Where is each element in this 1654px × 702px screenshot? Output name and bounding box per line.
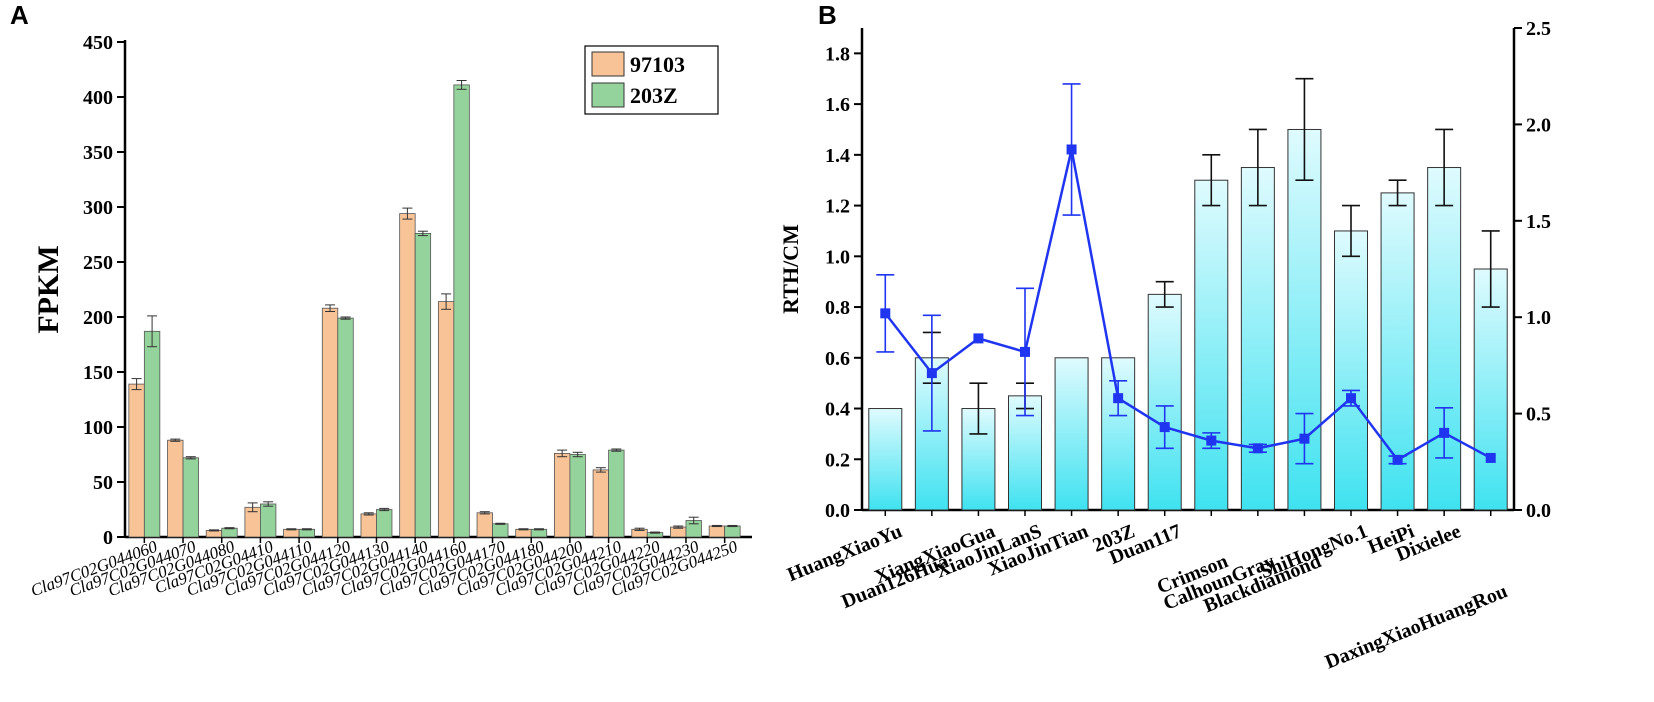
legend-label-97103: 97103: [630, 52, 685, 77]
y-tick-label-left-b: 1.4: [825, 145, 850, 167]
bar-97103: [476, 512, 493, 538]
bar-203Z: [724, 525, 741, 538]
line-marker-b: [1439, 427, 1450, 438]
category-label-b: DaxingXiaoHuangRou: [1322, 580, 1511, 673]
y-tick-label-left-b: 1.2: [825, 196, 850, 218]
y-tick-label-left-b: 0.8: [825, 297, 850, 319]
bar-203Z: [453, 84, 470, 538]
bar-97103: [515, 528, 532, 538]
y-tick-label-left-b: 0.6: [825, 348, 850, 370]
line-marker-b: [1113, 393, 1124, 404]
line-marker-b: [1485, 452, 1496, 463]
y-tick-label-right-b: 2.5: [1526, 18, 1551, 40]
bar-203Z: [492, 523, 509, 538]
y-tick-label-left-b: 0.2: [825, 449, 850, 471]
y-tick-label-a: 450: [83, 32, 113, 54]
y-tick-label-left-b: 1.0: [825, 246, 850, 268]
bar-rth-cm: [868, 408, 903, 511]
line-marker-b: [1159, 422, 1170, 433]
line-marker-b: [926, 368, 937, 379]
y-axis-title-b: RTH/CM: [778, 224, 803, 314]
y-tick-label-left-b: 1.6: [825, 94, 850, 116]
line-marker-b: [1020, 346, 1030, 357]
legend-a: 97103 203Z: [584, 45, 719, 115]
bar-97103: [283, 528, 300, 538]
chart-a: 050100150200250300350400450FPKMCla97C02G…: [28, 32, 752, 600]
bar-203Z: [530, 528, 548, 538]
bar-97103: [708, 525, 726, 538]
line-series-b: [884, 149, 1492, 462]
panel-b-label: B: [818, 0, 837, 30]
y-axis-title-a: FPKM: [32, 245, 65, 333]
bar-203Z: [569, 454, 586, 538]
bar-rth-cm: [1334, 230, 1368, 511]
panel-a-label: A: [10, 0, 29, 30]
bar-97103: [128, 383, 145, 538]
bar-203Z: [414, 232, 432, 538]
y-tick-label-right-b: 1.0: [1526, 307, 1551, 329]
y-tick-label-a: 300: [83, 197, 113, 219]
bar-rth-cm: [1194, 179, 1229, 511]
bar-97103: [554, 452, 571, 538]
line-marker-b: [1299, 433, 1310, 444]
bar-203Z: [608, 449, 625, 538]
bar-203Z: [221, 527, 238, 538]
line-marker-b: [1346, 393, 1356, 404]
line-marker-b: [1066, 144, 1077, 155]
y-tick-label-a: 350: [83, 142, 113, 164]
bar-rth-cm: [1054, 357, 1089, 511]
bar-97103: [437, 301, 455, 538]
bar-203Z: [182, 457, 199, 538]
legend-swatch-97103: [591, 51, 625, 77]
y-tick-label-a: 200: [83, 307, 113, 329]
bar-97103: [321, 307, 339, 538]
line-marker-b: [880, 308, 891, 319]
y-tick-label-left-b: 1.8: [825, 43, 850, 65]
y-tick-label-a: 150: [83, 362, 113, 384]
y-tick-label-a: 50: [93, 472, 113, 494]
bar-rth-cm: [1147, 293, 1182, 511]
y-tick-label-right-b: 2.0: [1526, 114, 1551, 136]
y-tick-label-a: 400: [83, 87, 113, 109]
bar-203Z: [143, 330, 161, 538]
y-tick-label-right-b: 0.5: [1526, 404, 1551, 426]
y-tick-label-right-b: 1.5: [1526, 211, 1551, 233]
y-tick-label-a: 250: [83, 252, 113, 274]
bar-rth-cm: [1240, 167, 1275, 511]
y-tick-label-a: 100: [83, 417, 113, 439]
y-tick-label-left-b: 0.4: [825, 399, 850, 421]
legend-swatch-203Z: [591, 82, 625, 108]
line-marker-b: [1206, 435, 1217, 446]
line-marker-b: [1252, 443, 1263, 454]
bar-203Z: [260, 503, 277, 538]
legend-label-203Z: 203Z: [630, 83, 678, 108]
bar-97103: [167, 439, 184, 538]
chart-b: 0.0 0.2 0.4 0.6 0.8 1.0 1.2 1.4 1.6 1.8 0.0 0.5 1.0 1…: [778, 18, 1551, 673]
line-marker-b: [973, 333, 984, 344]
y-tick-label-a: 0: [103, 527, 113, 549]
bar-97103: [592, 469, 609, 538]
bar-203Z: [298, 528, 315, 538]
y-tick-label-right-b: 0.0: [1526, 500, 1551, 522]
bar-203Z: [376, 509, 393, 538]
bar-203Z: [337, 317, 354, 538]
line-marker-b: [1392, 454, 1403, 465]
y-tick-label-left-b: 0.0: [825, 500, 850, 522]
bar-97103: [360, 513, 377, 538]
bar-97103: [399, 213, 416, 538]
